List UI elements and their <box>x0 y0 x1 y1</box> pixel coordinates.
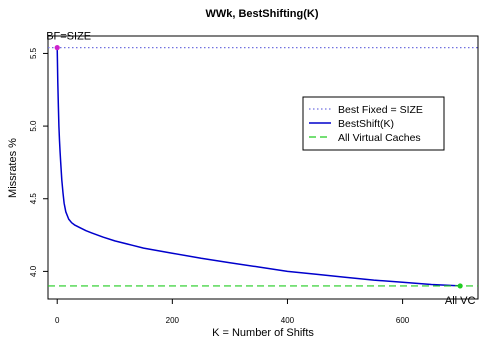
plot-frame <box>47 35 479 300</box>
y-tick-label-4.5: 4.5 <box>29 193 38 205</box>
y-tick-label-5.5: 5.5 <box>29 47 38 59</box>
series-layer <box>48 47 478 287</box>
annotation-label-bf-size: BF=SIZE <box>46 31 91 43</box>
annotation-layer: BF=SIZE All VC <box>46 31 475 307</box>
legend-label-best-fixed-size: Best Fixed = SIZE <box>338 104 423 116</box>
x-tick-label-400: 400 <box>281 316 295 325</box>
x-tick-label-200: 200 <box>166 316 180 325</box>
legend: Best Fixed = SIZE BestShift(K) All Virtual… <box>302 96 445 151</box>
x-axis-label: K = Number of Shifts <box>212 327 314 339</box>
y-tick-label-4: 4.0 <box>29 265 38 277</box>
x-tick-label-600: 600 <box>396 316 410 325</box>
annotation-marker-all-vc <box>457 283 463 289</box>
series-bestshift-k-line <box>56 47 461 287</box>
legend-label-all-virtual-caches: All Virtual Caches <box>338 132 421 144</box>
annotation-marker-bf-size <box>54 45 60 51</box>
axes-layer: 0 200 400 600 4.0 4.5 5.0 5.5 <box>29 47 410 325</box>
chart-title: WWk, BestShifting(K) <box>205 8 318 20</box>
legend-label-bestshift-k: BestShift(K) <box>338 118 394 130</box>
annotation-label-all-vc: All VC <box>445 295 476 307</box>
y-axis-label: Missrates % <box>7 138 19 198</box>
x-tick-label-0: 0 <box>55 316 60 325</box>
y-tick-label-5: 5.0 <box>29 120 38 132</box>
